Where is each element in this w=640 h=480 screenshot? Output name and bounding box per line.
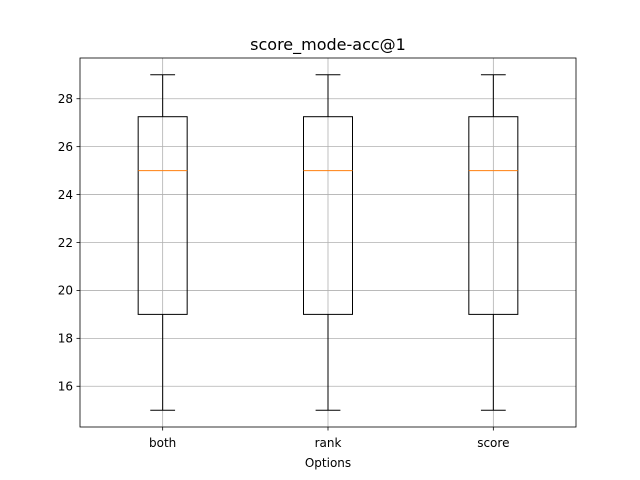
- y-tick-label: 18: [58, 332, 73, 346]
- y-tick-label: 16: [58, 380, 73, 394]
- iqr-box: [137, 116, 188, 315]
- box-score: [468, 74, 519, 411]
- x-tick-label: rank: [315, 436, 342, 450]
- y-tick-label: 28: [58, 92, 73, 106]
- y-axis-ticks: 16 18 20 22 24 26 28: [58, 92, 80, 394]
- boxes: [137, 74, 519, 411]
- x-tick-label: score: [477, 436, 509, 450]
- x-tick-label: both: [149, 436, 176, 450]
- chart-title: score_mode-acc@1: [250, 35, 406, 55]
- x-axis-ticks: both rank score: [149, 427, 509, 450]
- iqr-box: [468, 116, 519, 315]
- iqr-box: [303, 116, 353, 315]
- y-tick-label: 22: [58, 236, 73, 250]
- y-tick-label: 24: [58, 188, 73, 202]
- box-rank: [303, 74, 353, 411]
- y-tick-label: 20: [58, 284, 73, 298]
- box-both: [137, 74, 188, 411]
- x-axis-label: Options: [305, 456, 351, 470]
- y-tick-label: 26: [58, 140, 73, 154]
